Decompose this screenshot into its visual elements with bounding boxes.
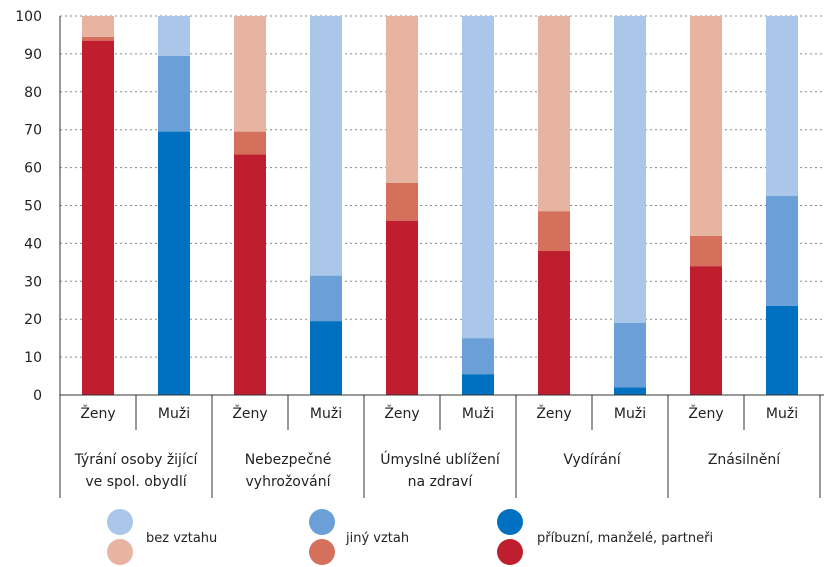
bar-segment [82,36,114,41]
y-tick-label: 20 [24,312,42,328]
bar-segment [538,16,570,212]
bar-segment [462,16,494,339]
bar-segment [386,182,418,221]
bar-segment [158,55,190,132]
y-tick-label: 100 [15,9,42,25]
bar-segment [82,16,114,37]
y-tick-label: 80 [24,85,42,101]
bar-segment [690,266,722,395]
x-tick-label: Muži [766,406,798,422]
x-tick-label: Muži [614,406,646,422]
bar-segment [538,250,570,395]
bars [82,16,798,395]
y-axis: 0 10 20 30 40 50 60 70 80 90 100 [15,9,61,404]
bar-segment [234,154,266,395]
y-tick-label: 30 [24,274,42,290]
bar-segment [766,16,798,197]
bar-segment [462,374,494,395]
group-label: Vydírání [563,452,621,468]
group-label: Znásilnění [708,452,781,468]
bar-segment [614,16,646,323]
group-label: Nebezpečné [245,452,332,468]
x-tick-label: Ženy [232,404,267,422]
bar-segment [462,338,494,375]
legend: bez vztahu jiný vztah příbuzní, manželé, p… [107,509,713,565]
bar-segment [234,131,266,155]
y-tick-label: 70 [24,123,42,139]
legend-swatch-male [497,509,523,535]
bar-segment [386,16,418,183]
group-label: ve spol. obydlí [85,474,187,490]
y-tick-label: 50 [24,199,42,215]
bar-segment [310,16,342,276]
legend-swatch-male [309,509,335,535]
bar-segment [158,131,190,395]
bar-segment [690,235,722,267]
x-tick-label: Ženy [80,404,115,422]
bar-segment [158,16,190,56]
legend-swatch-female [309,539,335,565]
group-label: na zdraví [408,474,474,490]
bar-segment [386,220,418,395]
legend-swatch-female [497,539,523,565]
bar-segment [690,16,722,236]
y-tick-label: 0 [33,388,42,404]
legend-swatch-female [107,539,133,565]
bar-segment [310,321,342,395]
legend-label: příbuzní, manželé, partneři [537,531,713,546]
y-tick-label: 10 [24,350,42,366]
legend-label: jiný vztah [345,531,409,546]
x-tick-label: Ženy [384,404,419,422]
bar-segment [766,196,798,306]
x-tick-label: Ženy [536,404,571,422]
legend-label: bez vztahu [146,531,217,546]
y-tick-label: 60 [24,161,42,177]
legend-swatch-male [107,509,133,535]
x-axis: Ženy Muži Ženy Muži Ženy Muži Ženy Muži Ženy Muži… [59,394,824,498]
y-tick-label: 90 [24,47,42,63]
bar-segment [538,211,570,251]
x-tick-label: Muži [158,406,190,422]
y-tick-label: 40 [24,236,42,252]
x-tick-label: Muži [310,406,342,422]
bar-segment [234,16,266,132]
bar-segment [310,275,342,322]
group-label: Týrání osoby žijící [74,452,199,468]
bar-segment [614,322,646,388]
x-tick-label: Muži [462,406,494,422]
bar-segment [766,305,798,395]
bar-segment [614,387,646,395]
group-label: vyhrožování [246,474,332,490]
bar-segment [82,40,114,395]
group-label: Úmyslné ublížení [380,450,501,468]
x-tick-label: Ženy [688,404,723,422]
